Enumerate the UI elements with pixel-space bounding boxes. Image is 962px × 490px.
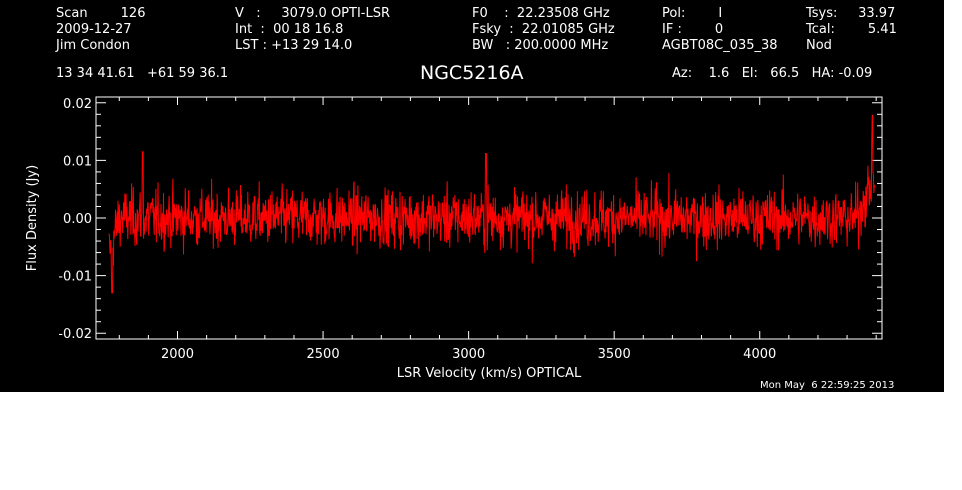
x-tick-label-4000: 4000: [743, 347, 776, 362]
header-az-el-ha: Az: 1.6 El: 66.5 HA: -0.09: [672, 66, 873, 81]
y-tick-label-2: 0.00: [63, 212, 92, 227]
x-tick-label-3500: 3500: [598, 347, 631, 362]
spectrum-panel: Scan 126 2009-12-27 Jim Condon V : 3079.…: [0, 0, 944, 392]
header-pol: Pol: I: [662, 6, 723, 21]
header-coordinates: 13 34 41.61 +61 59 36.1: [56, 66, 229, 81]
y-tick-label-0: -0.02: [58, 327, 92, 342]
y-tick-label-1: -0.01: [58, 270, 92, 285]
header-rest-freq: F0 : 22.23508 GHz: [472, 6, 610, 21]
spectrum-plot: 2000 2500 3000 3500 4000 -0.02 -0.01 0.00 0.01 0.…: [25, 96, 883, 381]
header-date: 2009-12-27: [56, 22, 132, 37]
header-sky-freq: Fsky : 22.01085 GHz: [472, 22, 615, 37]
header-procedure: Nod: [806, 38, 832, 53]
y-tick-label-3: 0.01: [63, 154, 92, 169]
x-tick-label-2500: 2500: [307, 347, 340, 362]
source-name: NGC5216A: [420, 62, 524, 84]
header-lst: LST : +13 29 14.0: [235, 38, 353, 53]
header-scan: Scan 126: [56, 6, 146, 21]
series-line: [108, 114, 876, 294]
header-bandwidth: BW : 200.0000 MHz: [472, 38, 609, 53]
header-velocity: V : 3079.0 OPTI-LSR: [235, 6, 391, 21]
header-integration: Int : 00 18 16.8: [235, 22, 344, 37]
header-if: IF : 0: [662, 22, 724, 37]
y-axis-label: Flux Density (Jy): [25, 165, 40, 271]
timestamp: Mon May 6 22:59:25 2013: [760, 380, 895, 391]
y-tick-label-4: 0.02: [63, 97, 92, 112]
header-project: AGBT08C_035_38: [662, 38, 778, 53]
x-tick-label-3000: 3000: [452, 347, 485, 362]
x-tick-label-2000: 2000: [161, 347, 194, 362]
x-axis-label: LSR Velocity (km/s) OPTICAL: [397, 366, 582, 381]
header-observer: Jim Condon: [56, 38, 130, 53]
header-tsys: Tsys: 33.97: [806, 6, 896, 21]
header-tcal: Tcal: 5.41: [806, 22, 897, 37]
